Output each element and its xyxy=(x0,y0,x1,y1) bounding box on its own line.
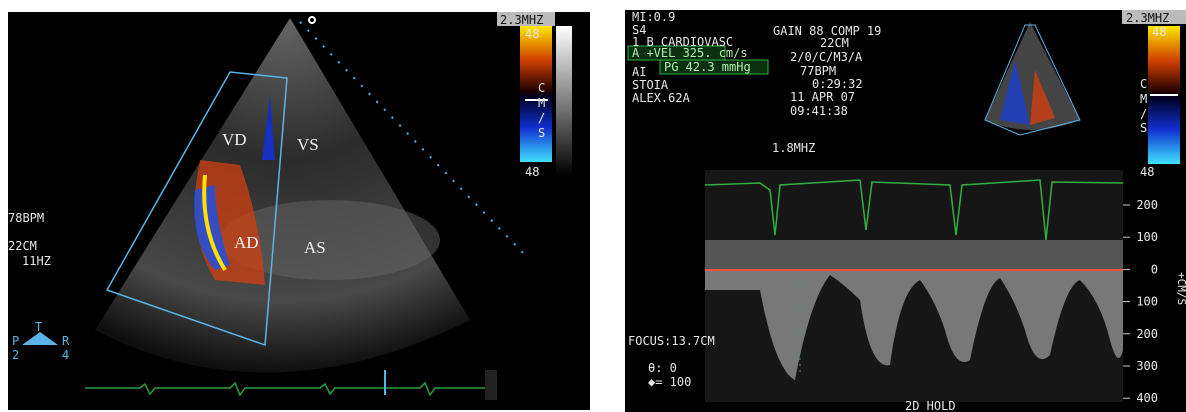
heart-rate: 78BPM xyxy=(8,211,44,225)
probe-mark: 4 xyxy=(62,348,69,362)
focus: FOCUS:13.7CM xyxy=(628,334,715,348)
probe-mark: R xyxy=(62,334,70,348)
velocity-tick-label: 200 xyxy=(1136,327,1158,341)
velocity: A +VEL 325. cm/s xyxy=(632,46,748,60)
scale-unit: S xyxy=(1140,121,1147,135)
scale-unit: / xyxy=(1140,107,1147,121)
probe-mark: T xyxy=(35,320,42,334)
velocity-tick-label: 200 xyxy=(1136,198,1158,212)
scale-unit: M xyxy=(1140,92,1147,106)
page: 2.3MHZ 48 C M / S 48 VD VS AD AS 78BPM 2… xyxy=(0,0,1186,412)
scale-top: 48 xyxy=(1152,25,1166,39)
gradient: PG 42.3 mmHg xyxy=(664,60,751,74)
velocity-tick-label: 100 xyxy=(1136,295,1158,309)
probe-mark: P xyxy=(12,334,19,348)
time: 0:29:32 xyxy=(812,77,863,91)
velocity-tick-label: 400 xyxy=(1136,391,1158,405)
doppler-frequency: 1.8MHZ xyxy=(772,141,815,155)
frequency: 2.3MHZ xyxy=(1126,11,1169,25)
gray-scale xyxy=(556,26,572,176)
status: 2D HOLD xyxy=(905,399,956,412)
scale-bottom: 48 xyxy=(525,165,539,179)
scale-unit: / xyxy=(538,111,545,125)
clock: 09:41:38 xyxy=(790,104,848,118)
chamber-label: AD xyxy=(234,233,259,252)
velocity-tick-label: 0 xyxy=(1151,262,1158,276)
frequency: 2.3MHZ xyxy=(500,13,543,27)
mode: 2/0/C/M3/A xyxy=(790,50,863,64)
scale-unit: C xyxy=(1140,77,1147,91)
velocity-tick-label: 300 xyxy=(1136,359,1158,373)
chamber-label: VS xyxy=(297,135,319,154)
date: 11 APR 07 xyxy=(790,90,855,104)
scale-top: 48 xyxy=(525,27,539,41)
frame-rate: 11HZ xyxy=(22,254,51,268)
ecg-end xyxy=(485,370,497,400)
scale-unit: M xyxy=(538,96,545,110)
screen: 2.3MHZ 48 C M / S 48 VD VS AD AS 78BPM 2… xyxy=(0,0,1186,412)
info: AI xyxy=(632,65,646,79)
velocity-tick-label: 100 xyxy=(1136,230,1158,244)
chamber-label: VD xyxy=(222,130,247,149)
sweep: ◆= 100 xyxy=(648,375,691,389)
mech-index: MI:0.9 xyxy=(632,10,675,24)
depth: 22CM xyxy=(8,239,37,253)
patient: ALEX.62A xyxy=(632,91,691,105)
probe-mark: 2 xyxy=(12,348,19,362)
scale-unit: S xyxy=(538,126,545,140)
velocity-unit: +CM/S xyxy=(1175,272,1186,305)
depth: 22CM xyxy=(820,36,849,50)
spectrum-noise xyxy=(705,240,1123,270)
scale-unit: C xyxy=(538,81,545,95)
scale-bottom: 48 xyxy=(1140,165,1154,179)
info: STOIA xyxy=(632,78,669,92)
chamber-label: AS xyxy=(304,238,326,257)
color-scale xyxy=(520,26,552,162)
angle: θ: 0 xyxy=(648,361,677,375)
heart-rate: 77BPM xyxy=(800,64,836,78)
